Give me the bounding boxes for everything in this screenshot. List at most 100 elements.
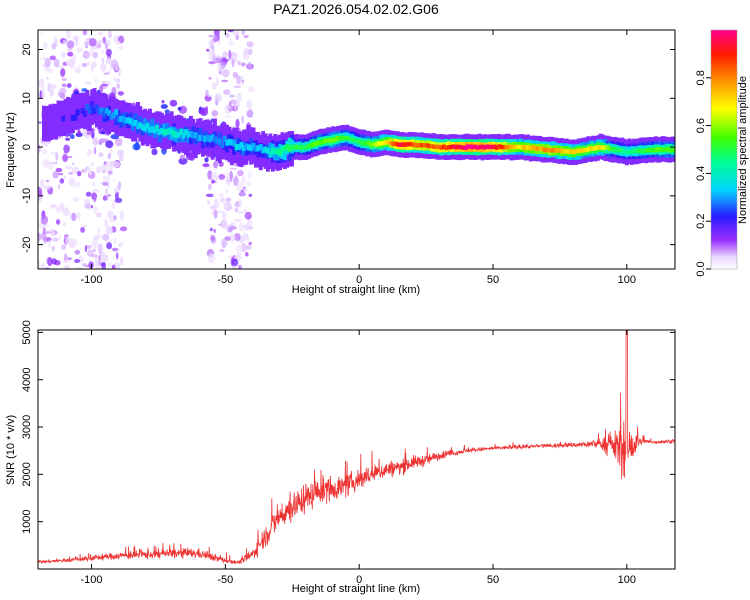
spectrogram-cell (210, 134, 215, 148)
spectrogram-speckle (119, 210, 125, 221)
spectrogram-speckle (113, 215, 117, 221)
spectrogram-speckle (229, 170, 234, 181)
spectrogram-cell (338, 136, 343, 141)
spectrogram-cell (475, 145, 480, 150)
spectrogram-cell (213, 136, 217, 143)
spectrogram-speckle (207, 253, 216, 264)
spectrogram-cell (579, 148, 584, 153)
spectrogram-speckle (100, 63, 107, 72)
spectrogram-speckle (101, 83, 109, 87)
spectrogram-cell (316, 140, 321, 145)
spectrogram-cell (584, 147, 588, 153)
spectrogram-speckle (241, 242, 247, 253)
spectrogram-speckle (234, 207, 239, 213)
spectrogram-cell (367, 141, 372, 146)
spectrogram-cell (92, 88, 97, 124)
spectrogram-speckle (229, 40, 235, 46)
spectrogram-cell (282, 144, 287, 151)
spectrogram-cell (215, 137, 220, 144)
spectrogram-cell (485, 144, 490, 149)
spectrogram-speckle (243, 35, 249, 38)
spectrogram-cell (581, 148, 586, 153)
spectrogram-speckle (84, 203, 92, 209)
spectrogram-cell (668, 148, 673, 153)
spectrogram-speckle (91, 238, 99, 249)
spectrogram-speckle (224, 115, 232, 118)
spectrogram-cell (189, 131, 193, 138)
spectrogram-cell (85, 104, 90, 111)
spectrogram-speckle (68, 172, 73, 175)
spectrogram-cell (232, 141, 237, 155)
spectrogram-cell (509, 144, 514, 149)
snr-ytick-label: 3000 (21, 415, 33, 439)
spectrogram-speckle (231, 58, 235, 68)
spectrogram-speckle (86, 166, 91, 174)
spectrogram-speckle (111, 199, 117, 210)
spectrogram-cell (665, 147, 670, 152)
spectrogram-cell (391, 141, 396, 147)
spectrogram-cell (567, 149, 571, 154)
spectrogram-cell (543, 147, 547, 153)
spectrogram-speckle (236, 244, 243, 254)
spectrogram-speckle (248, 241, 252, 246)
spectrogram-speckle (111, 264, 116, 269)
snr-plot-area (38, 330, 675, 569)
spectrogram-speckle (110, 59, 119, 68)
spectrogram-speckle (61, 77, 67, 82)
spectrogram-speckle (82, 30, 88, 36)
spectrogram-cell (217, 138, 222, 145)
spectrogram-cell (203, 135, 208, 142)
spectrogram-cell (78, 93, 82, 129)
spectrogram-cell (193, 132, 198, 139)
spectrogram-speckle (100, 255, 109, 262)
spectrogram-speckle (241, 175, 246, 186)
colorbar: 0.0 0.2 0.4 0.6 0.8 Normalized spectral ampl… (695, 29, 749, 277)
spectrogram-cell (143, 118, 148, 132)
spectrogram-speckle (200, 107, 209, 116)
spectrogram-speckle (204, 157, 209, 163)
spectrogram-speckle (61, 51, 66, 59)
spectrogram-cell (299, 145, 304, 150)
spectrogram-cell (528, 145, 533, 151)
spectrogram-speckle (72, 162, 75, 166)
spectrogram-xtick-label: 0 (356, 274, 362, 286)
spectrogram-speckle (92, 181, 95, 188)
spectrogram-speckle (59, 202, 65, 211)
spectrogram-xlabel: Height of straight line (km) (292, 284, 420, 296)
spectrogram-cell (152, 127, 157, 134)
spectrogram-speckle (218, 39, 222, 46)
spectrogram-cell (56, 100, 61, 137)
spectrogram-speckle (238, 198, 242, 208)
spectrogram-speckle (241, 79, 244, 83)
spectrogram-speckle (86, 60, 91, 67)
spectrogram-speckle (242, 188, 250, 193)
spectrogram-speckle (95, 212, 102, 218)
spectrogram-speckle (59, 87, 67, 94)
spectrogram-speckle (236, 75, 242, 85)
spectrogram-speckle (49, 203, 56, 210)
spectrogram-speckle (48, 240, 51, 249)
spectrogram-cell (393, 141, 398, 146)
spectrogram-cell (473, 144, 478, 149)
spectrogram-cell (282, 146, 287, 161)
spectrogram-speckle (117, 91, 124, 96)
spectrogram-speckle (211, 210, 214, 215)
spectrogram-ytick-label: -20 (21, 237, 33, 253)
spectrogram-speckle (109, 218, 114, 223)
snr-ticks: -100 -50 0 50 100 1000 2000 3000 4000 5000 (21, 320, 675, 586)
spectrogram-cell (417, 142, 422, 148)
spectrogram-cell (504, 144, 509, 150)
spectrogram-speckle (222, 51, 228, 59)
spectrogram-speckle (84, 245, 87, 253)
spectrogram-speckle (77, 170, 82, 177)
spectrogram-cell (268, 143, 273, 157)
spectrogram-xtick-label: -50 (217, 274, 233, 286)
spectrogram-cell (227, 138, 232, 145)
spectrogram-cell (181, 132, 186, 139)
spectrogram-cell (449, 144, 453, 150)
spectrogram-speckle (48, 84, 57, 89)
spectrogram-speckle (106, 242, 113, 250)
spectrogram-speckle (84, 81, 92, 85)
spectrogram-speckle (237, 60, 241, 66)
spectrogram-speckle (231, 30, 240, 36)
